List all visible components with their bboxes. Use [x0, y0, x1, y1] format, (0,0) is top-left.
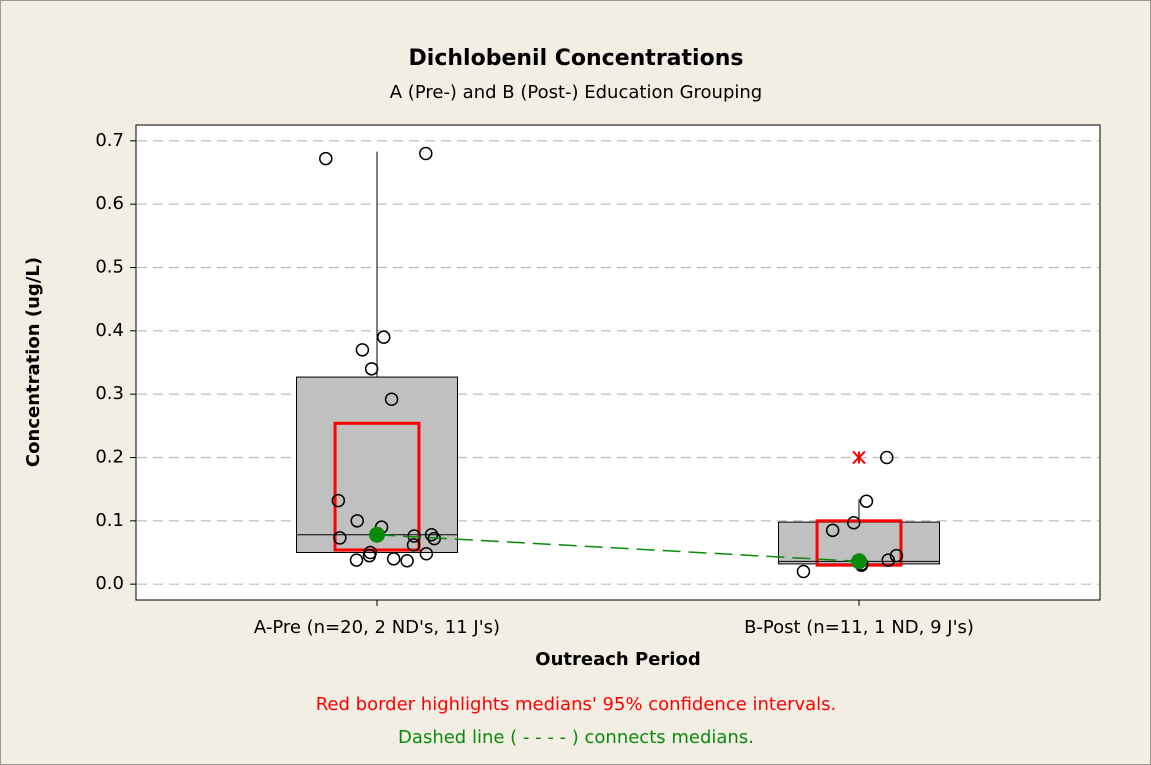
box — [296, 376, 458, 554]
median-connector — [376, 534, 860, 563]
data-point — [364, 362, 379, 376]
data-point — [400, 553, 414, 568]
data-point — [889, 548, 904, 563]
x-tick-label: A-Pre (n=20, 2 ND's, 11 J's) — [254, 617, 500, 638]
data-point — [331, 493, 346, 508]
data-point — [319, 151, 333, 166]
chart-subtitle: A (Pre-) and B (Post-) Education Groupin… — [390, 82, 762, 103]
data-point — [859, 494, 874, 508]
chart-title: Dichlobenil Concentrations — [409, 46, 744, 71]
data-point — [333, 531, 347, 545]
data-point — [880, 450, 894, 465]
y-tick-label: 0.7 — [95, 130, 124, 151]
note: Dashed line ( - - - - ) connects medians… — [398, 727, 754, 748]
data-point — [847, 515, 861, 530]
data-point — [419, 146, 433, 161]
data-point — [419, 547, 434, 561]
confidence-interval — [333, 421, 421, 552]
y-tick-label: 0.3 — [95, 383, 124, 404]
y-tick-label: 0.6 — [95, 193, 124, 214]
data-point — [796, 564, 811, 579]
data-point — [376, 330, 391, 344]
data-point — [406, 538, 421, 552]
median-dot — [851, 553, 867, 570]
note: Red border highlights medians' 95% confi… — [316, 694, 837, 715]
data-point — [355, 343, 370, 357]
data-point — [350, 514, 364, 528]
y-tick-label: 0.0 — [95, 573, 124, 594]
median-dot — [369, 526, 385, 543]
x-axis-label: Outreach Period — [535, 649, 700, 670]
y-tick-label: 0.1 — [95, 510, 124, 531]
data-point — [825, 523, 840, 538]
data-point — [386, 552, 401, 566]
data-point — [424, 528, 439, 542]
data-point — [349, 553, 364, 567]
y-tick-label: 0.2 — [95, 447, 124, 468]
y-axis-label: Concentration (ug/L) — [23, 257, 44, 467]
data-point — [384, 392, 399, 406]
x-tick-label: B-Post (n=11, 1 ND, 9 J's) — [744, 617, 974, 638]
data-point — [881, 553, 895, 567]
y-tick-label: 0.5 — [95, 257, 124, 278]
data-point — [362, 548, 377, 563]
plot-area — [135, 124, 1101, 601]
y-tick-label: 0.4 — [95, 320, 124, 341]
outlier — [852, 450, 866, 465]
